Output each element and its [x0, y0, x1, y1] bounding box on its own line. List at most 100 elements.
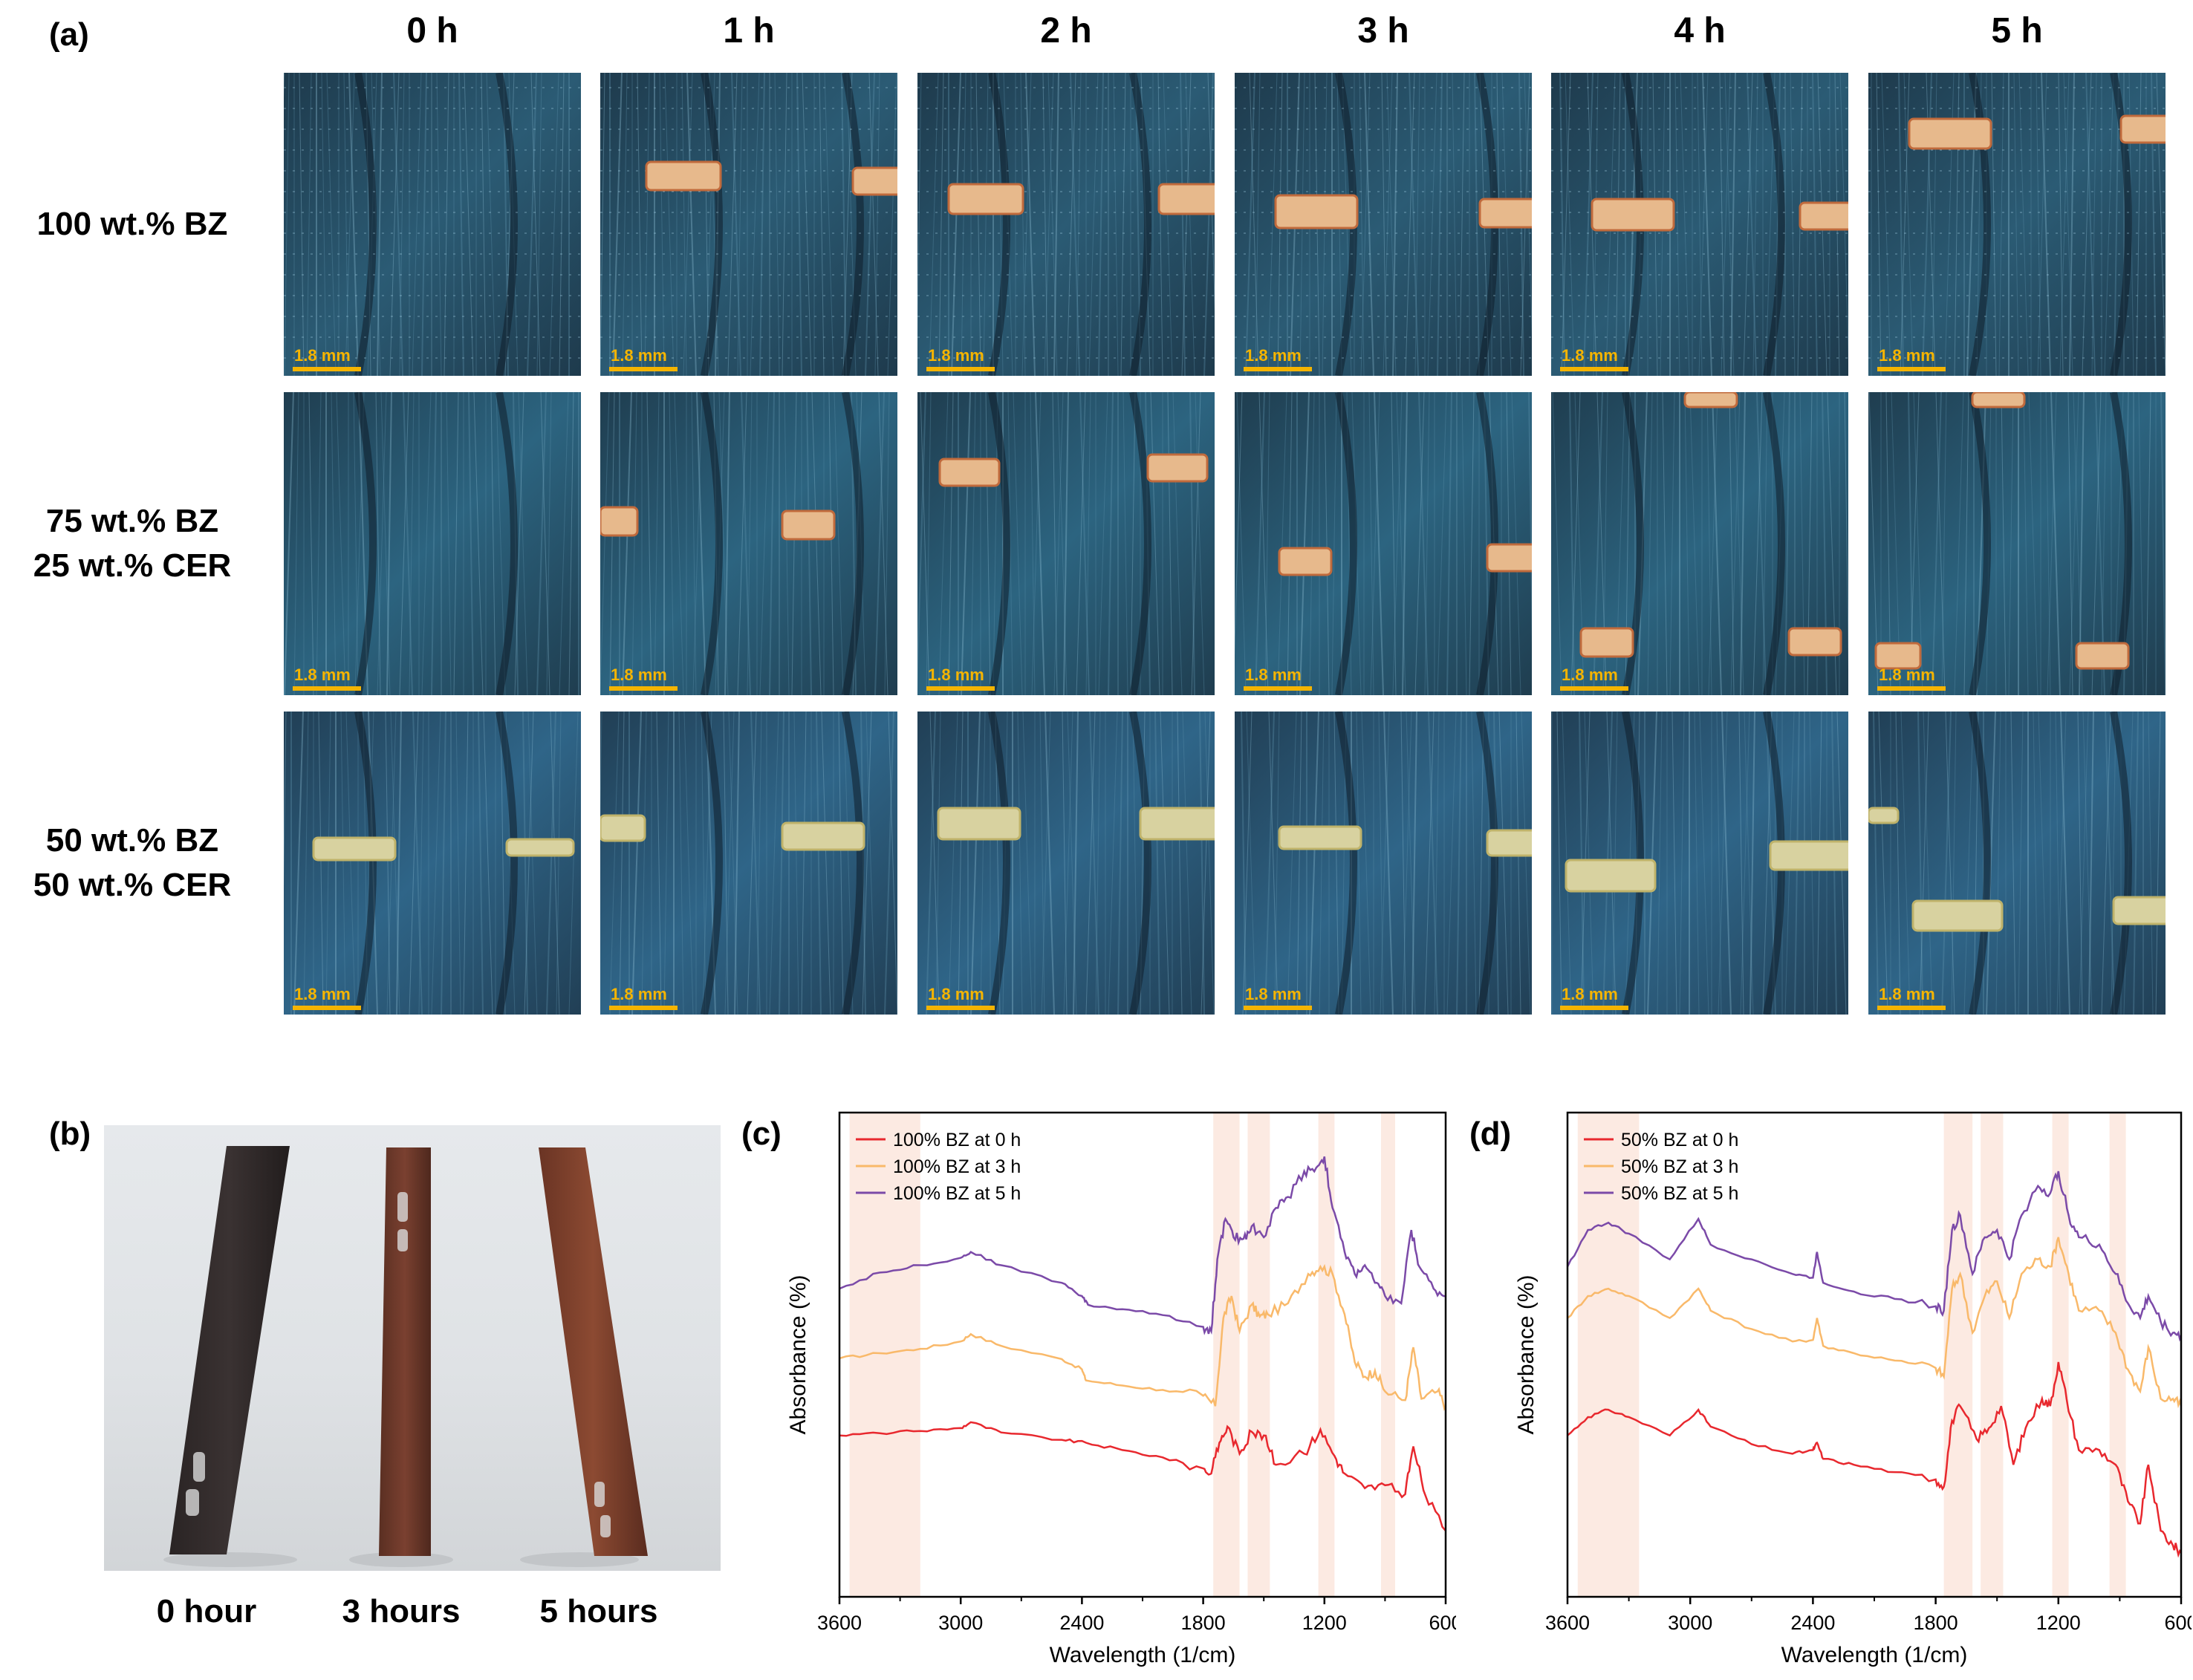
- legend-label-2: 50% BZ at 5 h: [1621, 1183, 1738, 1204]
- column-header-0: 0 h: [406, 11, 458, 51]
- series-line-0: [839, 1421, 1446, 1531]
- scale-bar: [609, 1006, 678, 1010]
- micrograph-r0-c1: 1.8 mm: [600, 73, 897, 376]
- series-line-1: [839, 1263, 1447, 1411]
- micrograph-r1-c0: 1.8 mm: [284, 392, 581, 695]
- column-header-1: 1 h: [723, 11, 775, 51]
- micrograph-r2-c0: 1.8 mm: [284, 712, 581, 1015]
- scale-label: 1.8 mm: [294, 346, 351, 365]
- specimen-photo: [104, 1125, 721, 1571]
- legend-label-0: 100% BZ at 0 h: [893, 1130, 1021, 1150]
- scale-label: 1.8 mm: [1562, 985, 1618, 1003]
- y-axis-label: Absorbance (%): [786, 1274, 810, 1434]
- micrograph-r2-c5: 1.8 mm: [1868, 712, 2166, 1015]
- x-tick-label-1: 3000: [1668, 1612, 1712, 1634]
- micrograph-r2-c2: 1.8 mm: [917, 712, 1215, 1015]
- scale-label: 1.8 mm: [611, 665, 667, 684]
- row-header-line1: 50 wt.% BZ: [45, 822, 219, 859]
- column-header-3: 3 h: [1357, 11, 1409, 51]
- scale-bar: [926, 367, 995, 371]
- scale-bar: [926, 686, 995, 691]
- panel-c-label: (c): [741, 1116, 782, 1152]
- scale-bar: [1244, 686, 1312, 691]
- micrograph-r2-c1: 1.8 mm: [600, 712, 897, 1015]
- micrograph-r1-c3: 1.8 mm: [1235, 392, 1532, 695]
- scale-bar: [926, 1006, 995, 1010]
- panel-b-label: (b): [49, 1116, 91, 1152]
- caption-0-hour: 0 hour: [156, 1593, 257, 1629]
- x-tick-label-4: 1200: [1302, 1612, 1347, 1634]
- highlight-band-2: [1981, 1113, 2004, 1597]
- column-header-2: 2 h: [1040, 11, 1092, 51]
- highlight-band-2: [1247, 1113, 1270, 1597]
- column-header-4: 4 h: [1674, 11, 1726, 51]
- x-tick-label-2: 2400: [1059, 1612, 1104, 1634]
- scale-bar: [609, 367, 678, 371]
- highlight-band-4: [1380, 1113, 1395, 1597]
- scale-label: 1.8 mm: [1245, 985, 1302, 1003]
- series-line-0: [1567, 1361, 2182, 1558]
- scale-bar: [1244, 1006, 1312, 1010]
- x-tick-label-5: 600: [2164, 1612, 2192, 1634]
- x-axis-label: Wavelength (1/cm): [1781, 1643, 1968, 1667]
- scale-label: 1.8 mm: [294, 985, 351, 1003]
- scale-label: 1.8 mm: [928, 665, 984, 684]
- scale-label: 1.8 mm: [294, 665, 351, 684]
- scale-bar: [1560, 686, 1628, 691]
- scale-bar: [1560, 1006, 1628, 1010]
- series-line-2: [1566, 1171, 2183, 1342]
- scale-bar: [1244, 367, 1312, 371]
- specimen-strip-3h: [379, 1147, 431, 1556]
- row-header-2: 50 wt.% BZ 50 wt.% CER: [6, 818, 259, 908]
- series-line-1: [1567, 1237, 2183, 1409]
- row-header-line1: 100 wt.% BZ: [36, 206, 228, 242]
- scale-bar: [1560, 367, 1628, 371]
- scale-label: 1.8 mm: [928, 346, 984, 365]
- x-tick-label-4: 1200: [2036, 1612, 2081, 1634]
- micrograph-r0-c3: 1.8 mm: [1235, 73, 1532, 376]
- scale-label: 1.8 mm: [611, 346, 667, 365]
- y-axis-label: Absorbance (%): [1514, 1274, 1539, 1434]
- legend-label-0: 50% BZ at 0 h: [1621, 1130, 1738, 1150]
- panel-d-label: (d): [1469, 1116, 1512, 1152]
- micrograph-r2-c4: 1.8 mm: [1551, 712, 1848, 1015]
- scale-bar: [609, 686, 678, 691]
- specimen-strip-5h: [539, 1147, 648, 1556]
- scale-label: 1.8 mm: [1562, 665, 1618, 684]
- micrograph-r1-c2: 1.8 mm: [917, 392, 1215, 695]
- scale-bar: [1877, 686, 1946, 691]
- series-line-2: [839, 1156, 1446, 1335]
- x-tick-label-5: 600: [1429, 1612, 1456, 1634]
- scale-bar: [1877, 367, 1946, 371]
- row-header-line1: 75 wt.% BZ: [45, 503, 219, 539]
- scale-bar: [293, 1006, 361, 1010]
- scale-label: 1.8 mm: [1562, 346, 1618, 365]
- scale-label: 1.8 mm: [1879, 665, 1935, 684]
- micrograph-r0-c4: 1.8 mm: [1551, 73, 1848, 376]
- highlight-band-4: [2109, 1113, 2126, 1597]
- micrograph-r1-c4: 1.8 mm: [1551, 392, 1848, 695]
- ftir-chart-c: 3600 3000 2400 1800 1200 600 Wavelength (1/cm)…: [773, 1092, 1463, 1671]
- highlight-band-3: [2052, 1113, 2069, 1597]
- micrograph-r1-c1: 1.8 mm: [600, 392, 897, 695]
- scale-bar: [293, 686, 361, 691]
- x-tick-label-1: 3000: [938, 1612, 983, 1634]
- x-tick-label-2: 2400: [1790, 1612, 1835, 1634]
- highlight-band-1: [1943, 1113, 1973, 1597]
- highlight-band-1: [1213, 1113, 1240, 1597]
- scale-bar: [293, 367, 361, 371]
- x-tick-label-3: 1800: [1914, 1612, 1958, 1634]
- legend-label-1: 50% BZ at 3 h: [1621, 1156, 1738, 1177]
- scale-label: 1.8 mm: [1879, 985, 1935, 1003]
- legend-label-2: 100% BZ at 5 h: [893, 1183, 1021, 1204]
- scale-label: 1.8 mm: [1879, 346, 1935, 365]
- scale-label: 1.8 mm: [1245, 346, 1302, 365]
- highlight-band-3: [1318, 1113, 1335, 1597]
- row-header-0: 100 wt.% BZ: [6, 202, 259, 247]
- micrograph-r2-c3: 1.8 mm: [1235, 712, 1532, 1015]
- column-header-5: 5 h: [1991, 11, 2043, 51]
- ftir-chart-d: 3600 3000 2400 1800 1200 600 Wavelength (1/cm)…: [1501, 1092, 2193, 1671]
- row-header-1: 75 wt.% BZ 25 wt.% CER: [6, 499, 259, 588]
- legend-label-1: 100% BZ at 3 h: [893, 1156, 1021, 1177]
- scale-label: 1.8 mm: [1245, 665, 1302, 684]
